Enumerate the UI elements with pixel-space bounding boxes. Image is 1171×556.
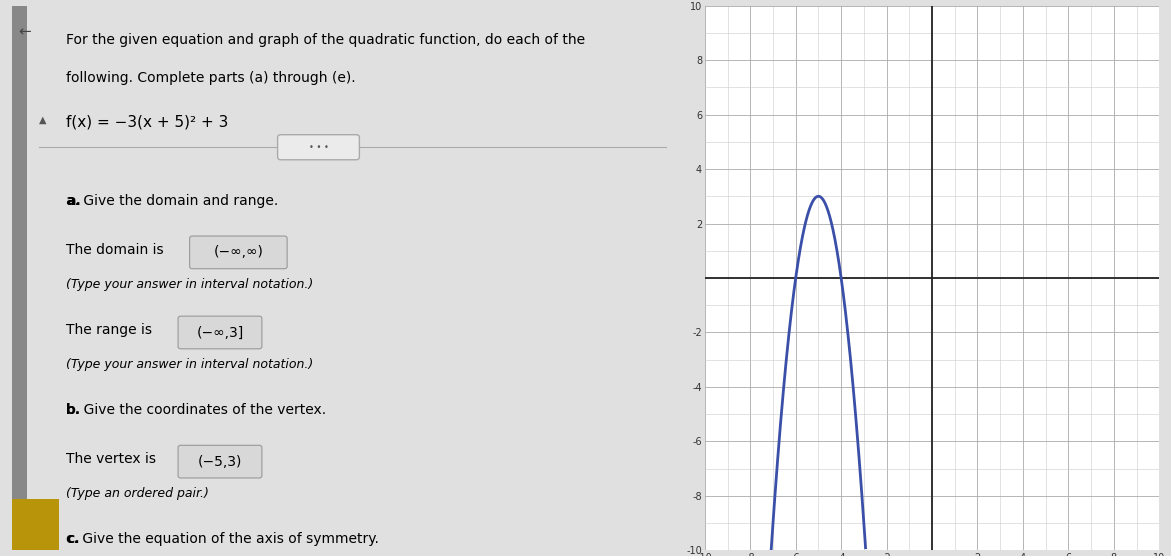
Text: (Type an ordered pair.): (Type an ordered pair.) — [67, 487, 210, 500]
Text: b.: b. — [67, 403, 81, 417]
FancyBboxPatch shape — [178, 316, 262, 349]
Text: ▲: ▲ — [39, 115, 47, 125]
FancyBboxPatch shape — [178, 445, 262, 478]
Text: For the given equation and graph of the quadratic function, do each of the: For the given equation and graph of the … — [67, 33, 586, 47]
Text: • • •: • • • — [308, 143, 328, 152]
Text: ←: ← — [19, 24, 32, 39]
Text: c.: c. — [67, 532, 80, 546]
Text: The vertex is: The vertex is — [67, 452, 165, 466]
Text: following. Complete parts (a) through (e).: following. Complete parts (a) through (e… — [67, 71, 356, 85]
FancyBboxPatch shape — [278, 135, 359, 160]
FancyBboxPatch shape — [190, 236, 287, 269]
Bar — [12, 499, 60, 550]
Text: The domain is: The domain is — [67, 242, 172, 256]
Text: (Type your answer in interval notation.): (Type your answer in interval notation.) — [67, 358, 314, 371]
Text: c. Give the equation of the axis of symmetry.: c. Give the equation of the axis of symm… — [67, 532, 379, 546]
Text: (−∞,3]: (−∞,3] — [197, 325, 244, 340]
Text: a. Give the domain and range.: a. Give the domain and range. — [67, 193, 279, 207]
Text: f(x) = −3(x + 5)² + 3: f(x) = −3(x + 5)² + 3 — [67, 115, 228, 130]
Text: (−5,3): (−5,3) — [198, 455, 242, 469]
Text: (Type your answer in interval notation.): (Type your answer in interval notation.) — [67, 278, 314, 291]
Bar — [12, 6, 27, 550]
Text: The range is: The range is — [67, 322, 160, 337]
Text: (−∞,∞): (−∞,∞) — [213, 245, 263, 260]
Text: b. Give the coordinates of the vertex.: b. Give the coordinates of the vertex. — [67, 403, 327, 417]
Text: a.: a. — [67, 193, 81, 207]
